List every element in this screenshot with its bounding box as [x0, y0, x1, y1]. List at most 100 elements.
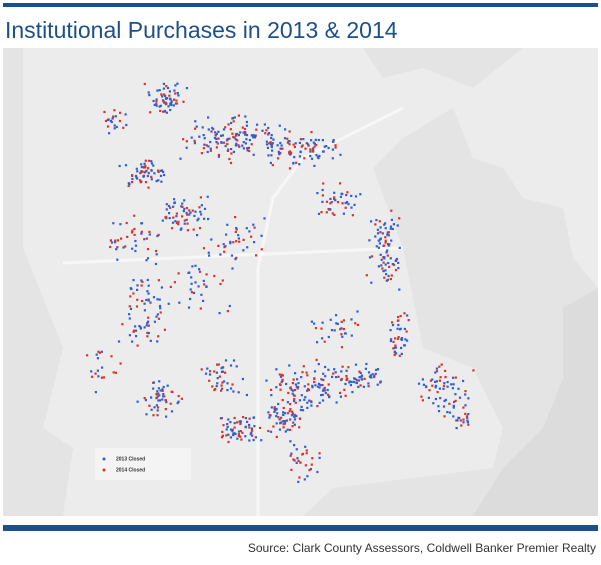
dot [237, 237, 240, 240]
dot [321, 399, 325, 402]
dot [207, 217, 210, 221]
dot [131, 174, 134, 177]
dot [209, 149, 212, 152]
dot [315, 143, 318, 147]
dot [124, 113, 127, 116]
dot [383, 276, 386, 279]
dot [275, 407, 278, 410]
dot [222, 141, 225, 144]
dot [190, 276, 193, 279]
dot [267, 411, 270, 414]
dot [277, 157, 280, 160]
dot [133, 233, 136, 236]
dot [236, 421, 239, 424]
dot [161, 219, 164, 222]
dot [193, 142, 196, 145]
dot [143, 302, 146, 305]
dot [274, 409, 277, 412]
dot [207, 128, 210, 131]
dot [169, 402, 172, 405]
dot [164, 408, 167, 411]
dot [327, 146, 330, 150]
dot [327, 208, 330, 211]
dot [374, 223, 377, 226]
dot [436, 391, 439, 394]
dot [230, 254, 234, 257]
dot [203, 207, 207, 210]
dot [244, 417, 247, 420]
dot [229, 421, 232, 424]
dot [387, 261, 390, 265]
dot [232, 359, 236, 362]
dot [317, 157, 320, 160]
dot [183, 219, 186, 222]
dot [100, 376, 104, 379]
dot [321, 200, 324, 203]
dot [226, 223, 229, 226]
dot [224, 359, 228, 362]
dot [118, 119, 122, 123]
dot [300, 376, 303, 379]
dot [146, 257, 150, 260]
dot [140, 230, 143, 233]
dot [340, 370, 343, 373]
dot [150, 408, 153, 411]
dot [216, 363, 219, 366]
dot [226, 310, 229, 313]
dot [158, 394, 161, 397]
dot [159, 174, 163, 177]
dot [236, 132, 239, 136]
dot [90, 370, 93, 373]
dot [313, 370, 317, 373]
dot [367, 371, 371, 374]
dot [384, 227, 387, 230]
dot [155, 98, 158, 101]
dot [124, 164, 128, 167]
dot [458, 396, 462, 399]
dot [162, 87, 165, 90]
dot [465, 415, 469, 418]
dot [201, 126, 204, 129]
dot [379, 253, 382, 256]
dot [434, 386, 437, 389]
dot [305, 142, 308, 145]
dot [270, 394, 273, 397]
dot [344, 206, 347, 209]
dot [318, 401, 321, 404]
dot [291, 392, 294, 395]
dot [242, 147, 245, 150]
dot [455, 419, 458, 422]
dot [459, 419, 462, 422]
dot [169, 97, 172, 100]
dot [464, 412, 467, 415]
dot [377, 265, 380, 268]
dot [331, 212, 334, 215]
dot [265, 379, 268, 382]
dot [237, 433, 240, 436]
dot [140, 284, 143, 287]
dot [340, 320, 343, 323]
dot [380, 258, 383, 261]
dot [343, 332, 347, 335]
dot [455, 427, 458, 430]
dot [233, 426, 236, 429]
dot [268, 414, 271, 417]
dot [243, 127, 247, 131]
dot [131, 247, 134, 250]
dot [379, 380, 382, 383]
dot [425, 385, 428, 388]
dot [422, 383, 425, 386]
dot [305, 449, 308, 452]
dot [136, 298, 139, 301]
dot [390, 274, 393, 277]
dot [397, 261, 400, 264]
dot [386, 249, 389, 252]
dot [340, 346, 344, 349]
dot [206, 150, 209, 154]
dot [295, 448, 298, 451]
dot [357, 385, 360, 388]
dot [392, 223, 395, 226]
dot [316, 341, 319, 344]
dot [194, 210, 197, 213]
dot [313, 164, 316, 167]
